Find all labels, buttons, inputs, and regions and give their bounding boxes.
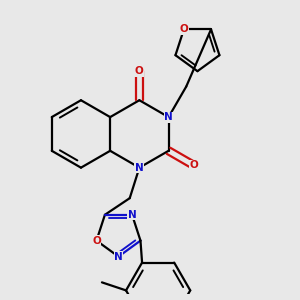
Text: N: N — [128, 210, 136, 220]
Text: O: O — [189, 160, 198, 170]
Text: N: N — [114, 252, 123, 262]
Text: O: O — [179, 24, 188, 34]
Text: O: O — [135, 66, 144, 76]
Text: N: N — [164, 112, 173, 122]
Text: O: O — [92, 236, 101, 246]
Text: N: N — [135, 163, 144, 173]
